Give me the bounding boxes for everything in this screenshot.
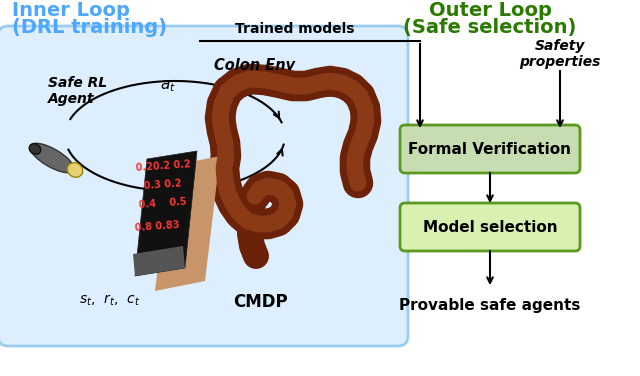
Ellipse shape xyxy=(29,144,41,154)
FancyBboxPatch shape xyxy=(400,203,580,251)
Text: 0.20.2 0.2: 0.20.2 0.2 xyxy=(135,159,191,173)
FancyBboxPatch shape xyxy=(0,26,408,346)
Text: Formal Verification: Formal Verification xyxy=(408,141,572,156)
Text: (DRL training): (DRL training) xyxy=(12,18,167,37)
Polygon shape xyxy=(155,156,220,291)
Text: Inner Loop: Inner Loop xyxy=(12,1,130,20)
Polygon shape xyxy=(133,246,185,276)
Ellipse shape xyxy=(30,143,74,173)
Text: Colon Env: Colon Env xyxy=(214,58,296,73)
Text: Safe RL
Agent: Safe RL Agent xyxy=(48,76,107,106)
Ellipse shape xyxy=(67,163,83,177)
Text: CMDP: CMDP xyxy=(233,293,287,311)
Text: 0.8 0.83: 0.8 0.83 xyxy=(134,220,180,232)
Polygon shape xyxy=(135,151,197,276)
Text: Safety
properties: Safety properties xyxy=(519,39,601,69)
Text: $s_t$,  $r_t$,  $c_t$: $s_t$, $r_t$, $c_t$ xyxy=(79,293,141,308)
Text: Model selection: Model selection xyxy=(422,220,557,235)
Text: Trained models: Trained models xyxy=(236,22,355,36)
Text: 0.4    0.5: 0.4 0.5 xyxy=(139,196,188,210)
Text: $a_t$: $a_t$ xyxy=(160,78,176,94)
Text: Provable safe agents: Provable safe agents xyxy=(399,298,580,313)
Text: (Safe selection): (Safe selection) xyxy=(403,18,577,37)
Text: 0.3 0.2: 0.3 0.2 xyxy=(144,179,182,191)
FancyBboxPatch shape xyxy=(400,125,580,173)
Text: Outer Loop: Outer Loop xyxy=(429,1,552,20)
